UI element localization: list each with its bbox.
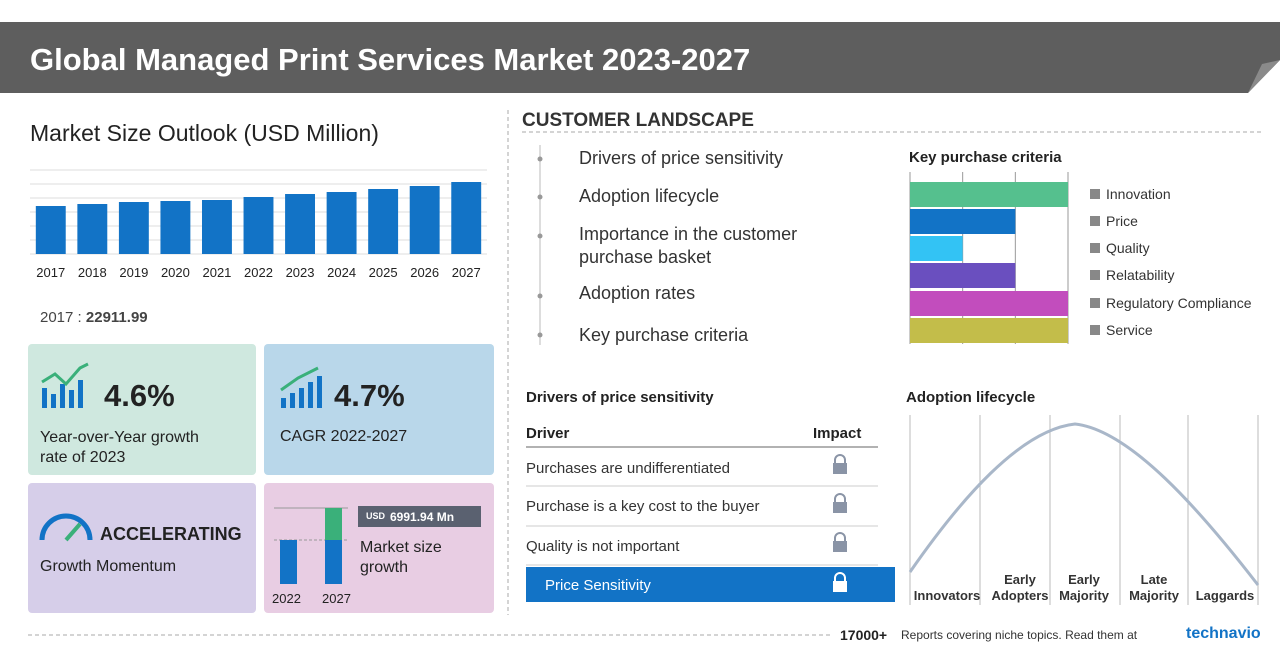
x-tick-label: 2023 xyxy=(286,265,315,280)
x-tick-label: 2020 xyxy=(161,265,190,280)
locks xyxy=(833,454,847,592)
adoption-title: Adoption lifecycle xyxy=(906,389,1036,406)
corner-fold xyxy=(1248,60,1280,93)
stage-lines xyxy=(909,415,1259,605)
speed-icon xyxy=(39,513,93,542)
bar xyxy=(910,236,963,261)
drivers-title: Drivers of price sensitivity xyxy=(526,389,714,406)
footer-count: 17000+ xyxy=(840,627,888,643)
x-tick-label: 2025 xyxy=(369,265,398,280)
footer-text: Reports covering niche topics. Read them… xyxy=(901,628,1138,642)
legend-label: Relatability xyxy=(1106,267,1174,283)
currency: USD xyxy=(366,511,386,521)
legend-label: Innovation xyxy=(1106,186,1171,202)
growth-year: 2022 xyxy=(272,591,301,606)
yoy-value: 4.6% xyxy=(104,378,175,413)
highlight-year: 2017 : 22911.99 xyxy=(40,309,148,326)
list-item: Adoption lifecycle xyxy=(579,186,720,206)
x-tick-label: 2026 xyxy=(410,265,439,280)
table-row: Purchases are undifferentiated xyxy=(526,460,731,477)
table-header: Impact xyxy=(813,425,862,442)
brand: technavio xyxy=(1186,625,1261,642)
stage: Early Majority xyxy=(1059,572,1109,603)
growth-icon xyxy=(41,362,89,408)
section-title: CUSTOMER LANDSCAPE xyxy=(522,110,754,131)
bar xyxy=(409,186,440,254)
bar xyxy=(118,202,149,254)
stage: Late Majority xyxy=(1129,572,1179,603)
title: Global Managed Print Services Market 202… xyxy=(30,42,751,77)
bar xyxy=(910,182,1068,207)
chart-title: Market Size Outlook (USD Million) xyxy=(30,120,379,146)
bar xyxy=(368,189,399,254)
list-item: Drivers of price sensitivity xyxy=(579,148,784,168)
x-tick-label: 2018 xyxy=(78,265,107,280)
list-item: Key purchase criteria xyxy=(579,325,749,345)
table-row: Price Sensitivity xyxy=(545,577,651,594)
legend-swatch xyxy=(1090,270,1100,280)
bar xyxy=(326,192,357,254)
cagr-value: 4.7% xyxy=(334,378,405,413)
x-tick-label: 2024 xyxy=(327,265,356,280)
table-lines xyxy=(526,446,878,566)
legend-label: Price xyxy=(1106,213,1138,229)
legend-label: Quality xyxy=(1106,240,1150,256)
table-row: Purchase is a key cost to the buyer xyxy=(526,498,760,515)
bar xyxy=(451,182,482,254)
x-tick-label: 2017 xyxy=(36,265,65,280)
growth-label: Market size growth xyxy=(360,539,442,576)
yoy-label: Year-over-Year growth rate of 2023 xyxy=(40,429,199,466)
legend-swatch xyxy=(1090,298,1100,308)
stage: Innovators xyxy=(913,588,981,603)
bar xyxy=(910,263,1016,288)
bar xyxy=(910,291,1068,316)
table-header: Driver xyxy=(526,425,570,442)
growth-value: 6991.94 Mn xyxy=(390,510,455,524)
x-tick-label: 2019 xyxy=(119,265,148,280)
legend-swatch xyxy=(1090,216,1100,226)
legend-label: Service xyxy=(1106,322,1153,338)
charts: 2017 2018 2019 2020 2021 2022 2023 2024 2025 2026… xyxy=(30,169,1252,344)
momentum-label: Growth Momentum xyxy=(40,558,177,575)
card xyxy=(28,344,256,475)
bar xyxy=(77,204,108,254)
bar xyxy=(285,194,316,254)
card xyxy=(28,483,256,613)
adoption-curve xyxy=(908,422,1260,586)
bar xyxy=(910,318,1068,343)
value: 22911.99 xyxy=(85,309,148,326)
bar xyxy=(160,201,191,254)
legend-swatch xyxy=(1090,189,1100,199)
list-item: Importance in the customer purchase bask… xyxy=(579,224,798,267)
year: 2017 xyxy=(40,309,74,326)
legend-swatch xyxy=(1090,325,1100,335)
header-band xyxy=(0,22,1280,93)
stage: Early Adopters xyxy=(991,572,1049,603)
x-tick-label: 2021 xyxy=(202,265,231,280)
table-row: Quality is not important xyxy=(526,538,680,555)
cagr-icon xyxy=(280,366,322,408)
legend-label: Regulatory Compliance xyxy=(1106,295,1252,311)
growth-year: 2027 xyxy=(322,591,351,606)
x-tick-label: 2027 xyxy=(452,265,481,280)
cagr-label: CAGR 2022-2027 xyxy=(280,428,408,445)
kpc-title: Key purchase criteria xyxy=(909,149,1062,166)
stage: Laggards xyxy=(1195,588,1255,603)
mini-chart xyxy=(274,506,481,584)
bar xyxy=(243,197,274,254)
bar xyxy=(201,200,232,254)
bar xyxy=(35,206,66,254)
list-item: Adoption rates xyxy=(579,283,696,303)
legend-swatch xyxy=(1090,243,1100,253)
bar xyxy=(910,209,1016,234)
list-dots xyxy=(537,156,543,338)
momentum-value: ACCELERATING xyxy=(100,524,242,544)
x-tick-label: 2022 xyxy=(244,265,273,280)
